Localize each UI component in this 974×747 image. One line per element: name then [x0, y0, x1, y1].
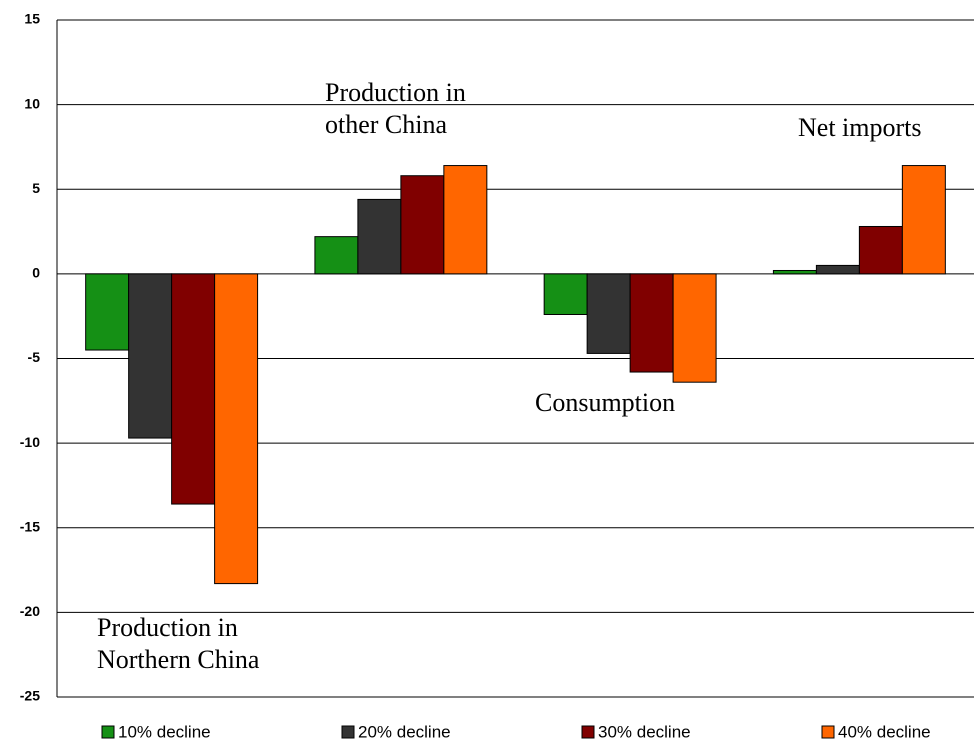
- legend-label: 30% decline: [598, 722, 691, 741]
- bar: [858, 225, 903, 275]
- bar: [815, 264, 860, 275]
- y-tick-label: -5: [28, 349, 41, 365]
- legend-swatch: [341, 725, 355, 739]
- bar: [400, 175, 445, 275]
- legend-label: 40% decline: [838, 722, 931, 741]
- bar: [314, 236, 359, 275]
- category-label: Production in other China: [325, 78, 466, 139]
- bar: [128, 273, 173, 439]
- y-tick-label: 10: [24, 95, 40, 111]
- bar: [672, 273, 717, 383]
- bar: [901, 165, 946, 275]
- y-tick-label: 5: [32, 180, 40, 196]
- bar: [772, 269, 817, 275]
- category-label: Net imports: [798, 113, 922, 142]
- category-label: Consumption: [535, 388, 675, 417]
- y-tick-label: -20: [20, 603, 40, 619]
- y-tick-label: 15: [24, 11, 40, 27]
- y-tick-label: -10: [20, 434, 40, 450]
- bar: [214, 273, 259, 585]
- legend-label: 20% decline: [358, 722, 451, 741]
- category-label: Production in Northern China: [97, 613, 260, 674]
- bar: [443, 165, 488, 275]
- legend-swatch: [101, 725, 115, 739]
- legend-swatch: [581, 725, 595, 739]
- y-tick-label: -15: [20, 518, 40, 534]
- y-tick-label: 0: [32, 265, 40, 281]
- bar: [629, 273, 674, 373]
- legend-swatch: [821, 725, 835, 739]
- y-tick-label: -25: [20, 688, 40, 704]
- bar: [171, 273, 216, 505]
- bar: [543, 273, 588, 315]
- bar: [586, 273, 631, 354]
- legend-label: 10% decline: [118, 722, 211, 741]
- bar: [85, 273, 130, 351]
- bar: [357, 198, 402, 275]
